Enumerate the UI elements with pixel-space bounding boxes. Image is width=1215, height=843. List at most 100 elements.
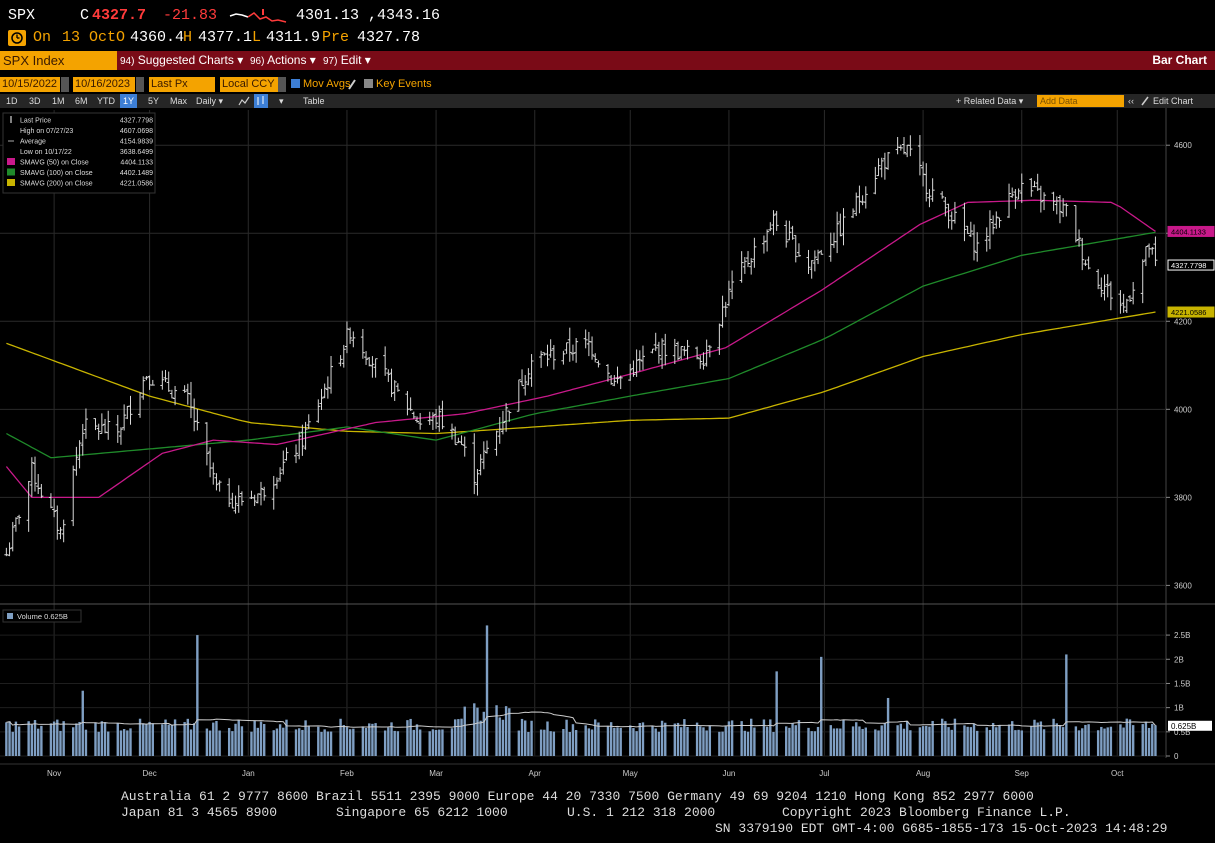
period-ytd[interactable]: YTD bbox=[97, 96, 115, 106]
currency-dropdown[interactable] bbox=[278, 77, 286, 92]
period-6m[interactable]: 6M bbox=[75, 96, 88, 106]
volume-bar bbox=[546, 721, 549, 756]
footer-singapore: Singapore 65 6212 1000 bbox=[336, 805, 508, 820]
ohlc-bar bbox=[561, 350, 566, 365]
ohlc-bar bbox=[882, 152, 887, 180]
line-chart-icon[interactable] bbox=[238, 95, 250, 111]
ohlc-bar bbox=[144, 376, 149, 381]
volume-bar bbox=[925, 725, 928, 756]
ohlc-bar bbox=[975, 232, 980, 262]
volume-bar bbox=[36, 728, 40, 756]
volume-bar bbox=[816, 726, 820, 756]
mov-avgs-checkbox[interactable] bbox=[291, 79, 300, 88]
volume-bar bbox=[142, 723, 145, 756]
end-date-dropdown[interactable] bbox=[136, 77, 144, 92]
period-1d[interactable]: 1D bbox=[6, 96, 18, 106]
bar-chart-icon[interactable] bbox=[254, 94, 268, 108]
volume-bar bbox=[629, 725, 632, 756]
pencil-icon[interactable] bbox=[347, 77, 357, 97]
end-date-field[interactable]: 10/16/2023 bbox=[73, 77, 135, 92]
volume-bar bbox=[905, 721, 909, 756]
volume-bar bbox=[718, 731, 721, 756]
edit-chart-button[interactable]: Edit Chart bbox=[1153, 96, 1194, 106]
ohlc-bar bbox=[1013, 189, 1018, 209]
frequency-select[interactable]: Daily ▾ bbox=[196, 96, 224, 106]
ohlc-bar bbox=[141, 376, 146, 400]
volume-bar bbox=[1039, 721, 1043, 756]
clock-icon[interactable] bbox=[8, 30, 26, 46]
currency-select[interactable]: Local CCY bbox=[220, 77, 278, 92]
key-events-label[interactable]: Key Events bbox=[376, 78, 432, 90]
ohlc-bar bbox=[364, 351, 369, 365]
edit-menu[interactable]: 97) Edit ▾ bbox=[323, 51, 371, 71]
mov-avgs-label[interactable]: Mov Avgs bbox=[303, 78, 351, 90]
key-events-checkbox[interactable] bbox=[364, 79, 373, 88]
volume-bar bbox=[657, 731, 661, 756]
ohlc-bar bbox=[150, 379, 155, 386]
volume-bar bbox=[740, 721, 743, 756]
ohlc-bar bbox=[952, 201, 957, 224]
suggested-charts-menu[interactable]: 94) Suggested Charts ▾ bbox=[120, 51, 243, 71]
volume-bar bbox=[501, 719, 505, 756]
add-data-input[interactable]: Add Data bbox=[1037, 95, 1124, 107]
ohlc-bar bbox=[675, 341, 680, 361]
volume-bar bbox=[877, 730, 880, 756]
volume-bar bbox=[282, 727, 285, 756]
ohlc-bar bbox=[704, 339, 709, 367]
footer-session: SN 3379190 EDT GMT-4:00 G685-1855-173 15… bbox=[715, 821, 1168, 836]
ohlc-bar bbox=[1054, 196, 1059, 215]
volume-bar bbox=[1081, 728, 1084, 756]
volume-bar bbox=[549, 731, 552, 756]
last-price: 4327.7 bbox=[92, 7, 147, 24]
volume-bar bbox=[145, 723, 148, 756]
volume-bar bbox=[864, 727, 867, 756]
security-field[interactable]: SPX Index bbox=[0, 51, 117, 70]
volume-bar bbox=[434, 729, 438, 756]
volume-bar bbox=[59, 730, 62, 756]
volume-bar bbox=[352, 728, 355, 756]
volume-bar bbox=[813, 731, 817, 756]
volume-bar bbox=[676, 722, 680, 756]
ohlc-bar bbox=[1118, 290, 1123, 314]
chart-type-dropdown-icon[interactable]: ▾ bbox=[279, 96, 284, 106]
volume-bar bbox=[632, 728, 635, 756]
price-tag-box bbox=[1167, 259, 1215, 271]
period-max[interactable]: Max bbox=[170, 96, 188, 106]
ohlc-bar bbox=[838, 213, 843, 237]
volume-bar bbox=[991, 722, 995, 756]
volume-bar bbox=[832, 728, 836, 756]
start-date-field[interactable]: 10/15/2022 bbox=[0, 77, 60, 92]
volume-bar bbox=[746, 731, 750, 756]
ohlc-bar bbox=[17, 514, 22, 525]
price-chart[interactable]: 360038004000420044004600 00.5B1B1.5B2B2.… bbox=[0, 108, 1215, 780]
ohlc-bar bbox=[723, 301, 728, 318]
ohlc-bar bbox=[787, 220, 792, 241]
volume-bar bbox=[189, 729, 193, 756]
period-1m[interactable]: 1M bbox=[52, 96, 65, 106]
ohlc-bar bbox=[943, 197, 948, 217]
ohlc-bar bbox=[414, 416, 419, 423]
period-5y[interactable]: 5Y bbox=[148, 96, 160, 106]
ohlc-bar bbox=[227, 478, 232, 508]
volume-bar bbox=[883, 723, 887, 756]
month-label: May bbox=[623, 769, 638, 778]
start-date-dropdown[interactable] bbox=[61, 77, 69, 92]
ohlc-bar bbox=[217, 480, 222, 492]
price-tags: 4404.1133 4327.7798 4221.0586 bbox=[1167, 225, 1215, 318]
ohlc-bar bbox=[583, 329, 588, 349]
related-data-button[interactable]: + Related Data ▾ bbox=[956, 96, 1024, 106]
volume-bar bbox=[988, 729, 992, 756]
table-button[interactable]: Table bbox=[303, 96, 325, 106]
period-1y[interactable]: 1Y bbox=[120, 94, 138, 108]
price-bars bbox=[4, 135, 1158, 557]
ohlc-bar bbox=[316, 399, 321, 423]
collapse-icon[interactable]: ‹‹ bbox=[1128, 96, 1134, 106]
volume-bar bbox=[708, 726, 712, 756]
edit-pencil-icon[interactable] bbox=[1140, 95, 1150, 111]
period-3d[interactable]: 3D bbox=[29, 96, 41, 106]
actions-menu[interactable]: 96) Actions ▾ bbox=[250, 51, 316, 71]
price-field-select[interactable]: Last Px bbox=[149, 77, 215, 92]
open-label: O bbox=[116, 29, 126, 46]
ohlc-bar bbox=[1010, 187, 1015, 198]
ticker-symbol[interactable]: SPX bbox=[8, 7, 36, 24]
